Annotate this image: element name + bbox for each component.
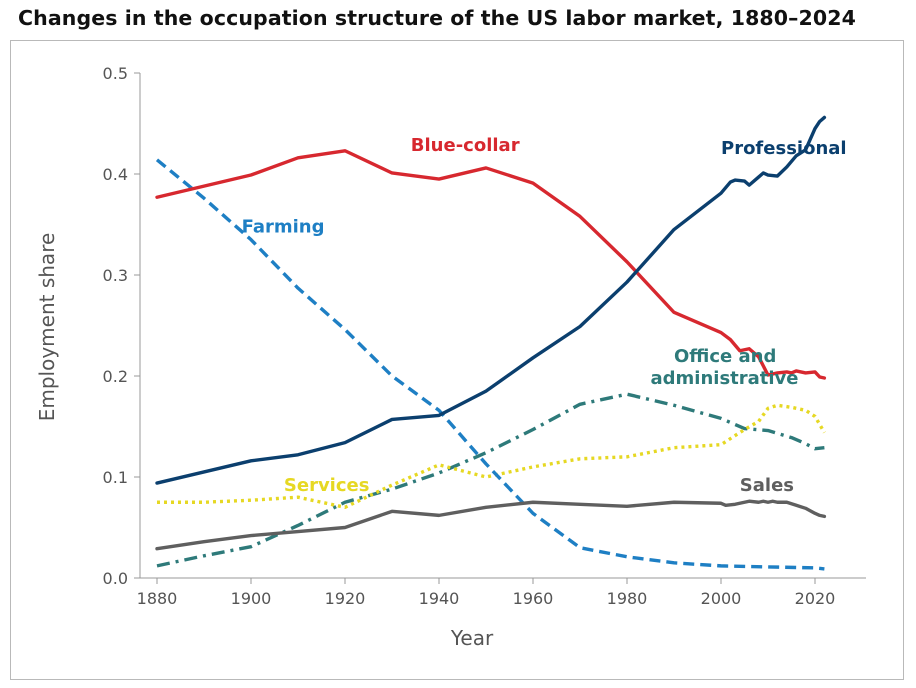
- x-axis-title: Year: [450, 626, 494, 650]
- series-line-blue-collar: [155, 149, 827, 380]
- chart-title: Changes in the occupation structure of t…: [18, 6, 856, 30]
- x-tick-label: 2000: [701, 589, 742, 608]
- series-line-services: [157, 403, 826, 509]
- series-label: Professional: [721, 138, 847, 159]
- series-label: Services: [284, 475, 370, 496]
- x-tick-label: 1900: [231, 589, 272, 608]
- series-layer: [155, 115, 827, 571]
- series-label: administrative: [651, 368, 799, 389]
- x-tick-label: 1920: [325, 589, 366, 608]
- y-tick-label: 0.1: [103, 468, 128, 487]
- axes: 0.0 0.1 0.2 0.3 0.4 0.5 1880 1900 1920 1940 1960 19…: [103, 64, 866, 608]
- series-line-office-and-administrative: [156, 392, 825, 568]
- y-tick-label: 0.0: [103, 569, 128, 588]
- x-tick-label: 2020: [795, 589, 836, 608]
- x-tick-label: 1940: [419, 589, 460, 608]
- series-label: Blue-collar: [411, 135, 520, 156]
- chart-frame: [10, 40, 904, 680]
- y-axis-title: Employment share: [35, 233, 59, 422]
- series-label: Sales: [740, 475, 794, 496]
- y-tick-label: 0.4: [103, 165, 128, 184]
- x-tick-label: 1880: [137, 589, 178, 608]
- series-line-farming: [155, 158, 825, 571]
- x-tick-label: 1960: [513, 589, 554, 608]
- y-tick-label: 0.5: [103, 64, 128, 83]
- series-line-sales: [155, 499, 827, 551]
- series-line-professional: [155, 115, 827, 485]
- series-label: Office and: [674, 346, 776, 367]
- series-label: Farming: [242, 217, 325, 238]
- series-labels: Blue-collar Professional Farming Office and…: [242, 135, 847, 496]
- y-tick-label: 0.2: [103, 367, 128, 386]
- x-tick-label: 1980: [607, 589, 648, 608]
- y-tick-label: 0.3: [103, 266, 128, 285]
